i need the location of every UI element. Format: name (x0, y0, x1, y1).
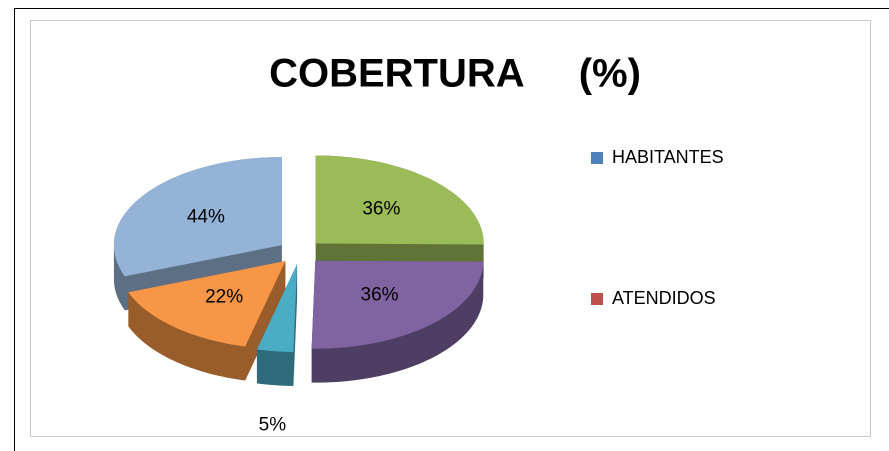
legend-label: HABITANTES (612, 147, 724, 167)
data-label: 44% (187, 207, 225, 228)
legend-swatch (591, 293, 603, 305)
data-label: 36% (362, 198, 400, 219)
data-label: 22% (205, 286, 243, 307)
chart-title: COBERTURA (%) (269, 52, 641, 96)
legend-swatch (591, 152, 603, 164)
pie-slice (256, 263, 298, 352)
data-label: 36% (361, 284, 399, 305)
pie-slice (128, 261, 286, 347)
pie-slice (315, 155, 484, 245)
data-label: 5% (259, 415, 287, 436)
legend-label: ATENDIDOS (612, 288, 716, 308)
outer-frame (14, 8, 889, 451)
pie-slice (311, 260, 484, 349)
pie-slice (113, 157, 282, 277)
